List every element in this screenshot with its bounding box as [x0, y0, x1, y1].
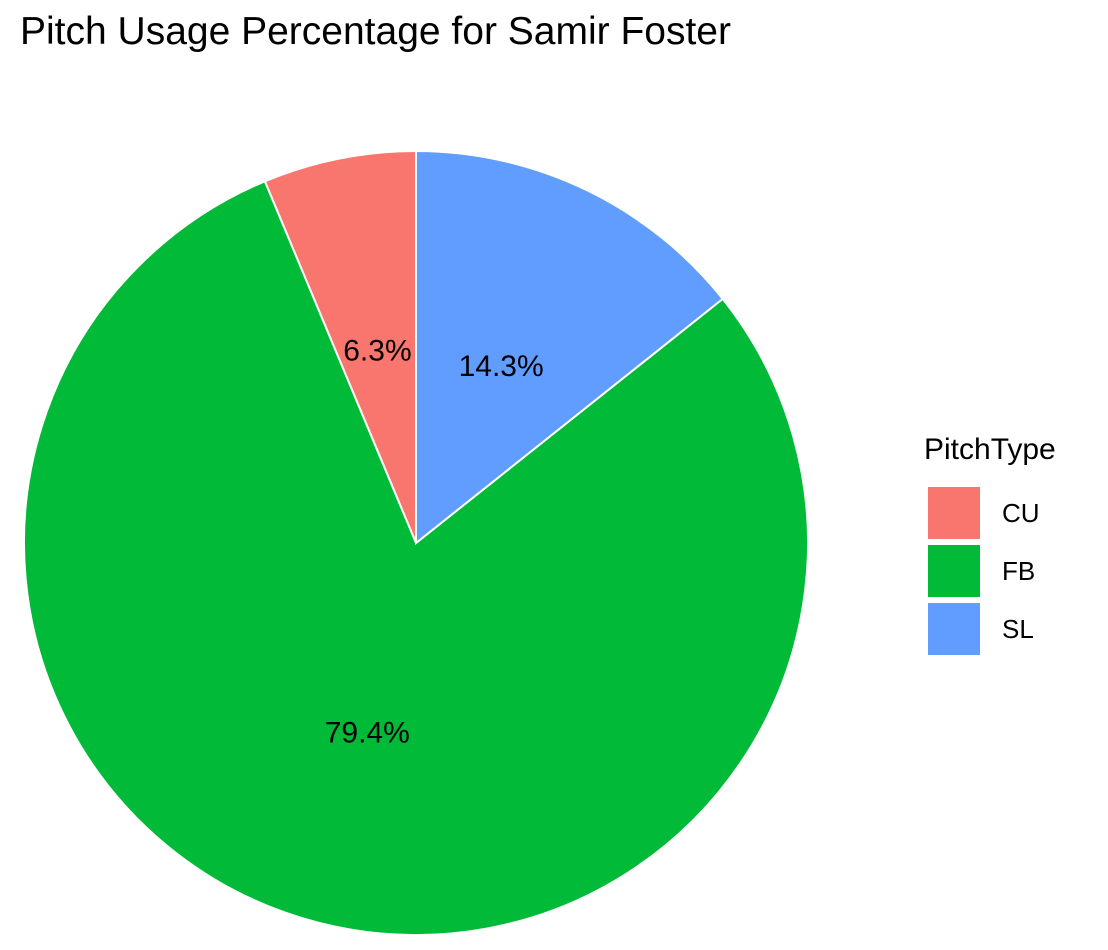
pie-slices — [23, 149, 809, 936]
legend-title: PitchType — [924, 433, 1056, 466]
pie-slice-labels: 6.3% 79.4% 14.3% — [325, 334, 544, 749]
slice-label-cu: 6.3% — [343, 334, 411, 367]
legend: PitchType CU FB SL — [924, 430, 1056, 658]
legend-swatch-fb — [928, 545, 980, 597]
legend-label-cu: CU — [1002, 497, 1040, 528]
pie-slice-sl — [415, 149, 725, 546]
legend-item-fb: FB — [924, 542, 1056, 600]
legend-swatch-sl — [928, 603, 980, 655]
slice-label-fb: 79.4% — [325, 716, 410, 749]
pie-slice-cu — [263, 149, 417, 544]
chart-title: Pitch Usage Percentage for Samir Foster — [20, 10, 731, 53]
slice-label-sl: 14.3% — [459, 350, 544, 383]
pie-slice-fb — [23, 180, 809, 936]
legend-swatch-cu — [928, 487, 980, 539]
legend-label-fb: FB — [1002, 555, 1036, 586]
legend-item-cu: CU — [924, 484, 1056, 542]
legend-item-sl: SL — [924, 600, 1056, 658]
legend-label-sl: SL — [1002, 613, 1034, 644]
